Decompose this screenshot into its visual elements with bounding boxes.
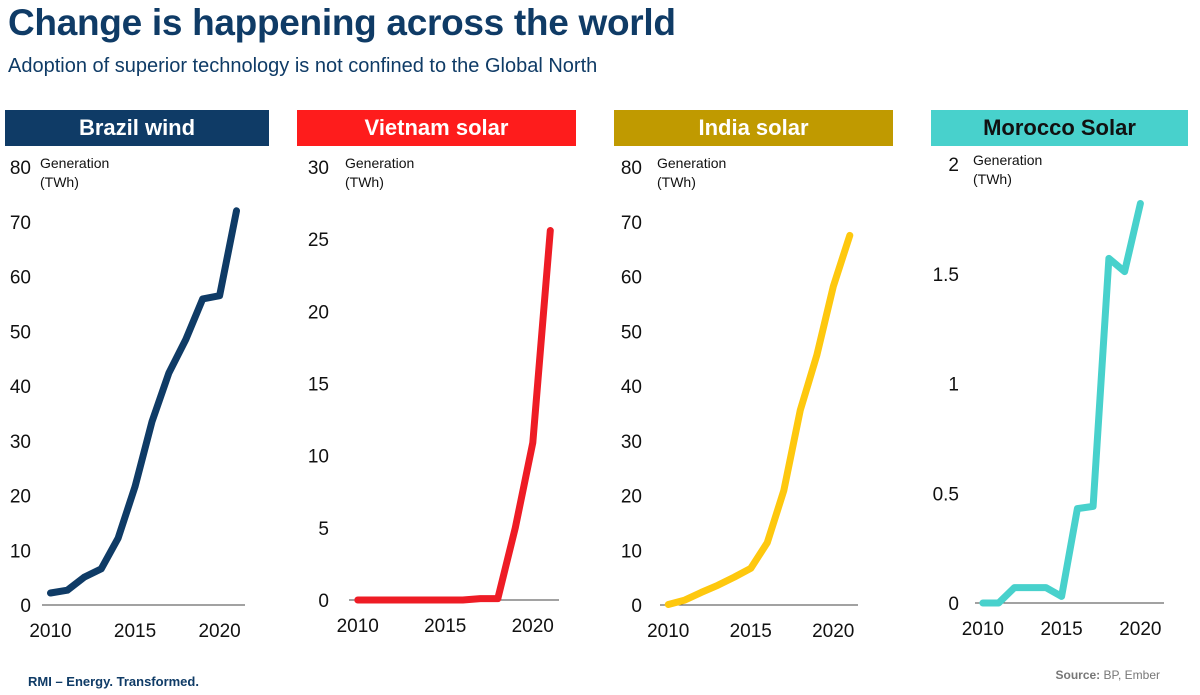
y-tick-label: 40 bbox=[10, 377, 31, 398]
y-axis-label: Generation bbox=[657, 155, 726, 171]
y-tick-label: 0 bbox=[318, 591, 329, 612]
x-tick-label: 2015 bbox=[730, 621, 772, 642]
y-tick-label: 30 bbox=[308, 158, 329, 179]
series-line bbox=[664, 231, 854, 608]
source-label: Source: bbox=[1055, 668, 1101, 682]
y-tick-label: 0 bbox=[948, 594, 959, 615]
x-tick-label: 2015 bbox=[114, 621, 156, 642]
y-tick-label: 20 bbox=[308, 302, 329, 323]
x-tick-label: 2015 bbox=[1040, 619, 1082, 640]
x-tick-label: 2020 bbox=[198, 621, 240, 642]
y-tick-label: 2 bbox=[948, 155, 959, 176]
x-tick-label: 2010 bbox=[962, 619, 1004, 640]
series-line bbox=[47, 207, 240, 597]
y-tick-label: 10 bbox=[308, 447, 329, 468]
chart-title-banner: India solar bbox=[614, 110, 893, 146]
x-tick-label: 2010 bbox=[337, 616, 379, 637]
y-tick-label: 10 bbox=[10, 541, 31, 562]
y-tick-label: 30 bbox=[10, 432, 31, 453]
y-tick-label: 80 bbox=[10, 158, 31, 179]
x-tick-label: 2020 bbox=[512, 616, 554, 637]
footer-source: Source: BP, Ember bbox=[1056, 668, 1161, 682]
chart-title-banner: Vietnam solar bbox=[297, 110, 576, 146]
y-axis-label: (TWh) bbox=[40, 174, 79, 190]
y-tick-label: 20 bbox=[10, 487, 31, 508]
y-tick-label: 60 bbox=[621, 268, 642, 289]
source-text: BP, Ember bbox=[1100, 668, 1160, 682]
x-tick-label: 2015 bbox=[424, 616, 466, 637]
y-tick-label: 50 bbox=[10, 322, 31, 343]
y-axis-label: (TWh) bbox=[657, 174, 696, 190]
y-tick-label: 10 bbox=[621, 541, 642, 562]
y-tick-label: 70 bbox=[621, 213, 642, 234]
chart-brazil-wind: 0 10 20 30 40 50 60 70 80 Generation (TWh) 2010 2015… bbox=[10, 155, 245, 642]
chart-morocco-solar: 0 0.5 1 1.5 2 Generation (TWh) 2010 2015 2020 bbox=[933, 152, 1164, 640]
page-subtitle: Adoption of superior technology is not c… bbox=[8, 55, 598, 77]
page-title: Change is happening across the world bbox=[8, 2, 676, 43]
y-tick-label: 1.5 bbox=[933, 265, 959, 286]
y-tick-label: 5 bbox=[318, 519, 329, 540]
y-tick-label: 40 bbox=[621, 377, 642, 398]
y-tick-label: 25 bbox=[308, 230, 329, 251]
chart-india-solar: 0 10 20 30 40 50 60 70 80 Generation (TWh) 2010 2015… bbox=[621, 155, 858, 642]
x-tick-label: 2010 bbox=[647, 621, 689, 642]
chart-panel-morocco-solar: Morocco Solar 0 0.5 1 1.5 2 Generation (TWh) 20… bbox=[931, 110, 1200, 655]
series-line bbox=[979, 200, 1144, 607]
chart-title-banner: Morocco Solar bbox=[931, 110, 1188, 146]
y-tick-label: 60 bbox=[10, 268, 31, 289]
y-tick-label: 15 bbox=[308, 375, 329, 396]
y-tick-label: 20 bbox=[621, 487, 642, 508]
y-axis-label: Generation bbox=[40, 155, 109, 171]
y-tick-label: 0 bbox=[20, 596, 31, 617]
y-tick-label: 50 bbox=[621, 322, 642, 343]
x-tick-label: 2020 bbox=[812, 621, 854, 642]
y-axis-label: (TWh) bbox=[345, 174, 384, 190]
y-tick-label: 70 bbox=[10, 213, 31, 234]
chart-panel-brazil-wind: Brazil wind 0 10 20 30 40 50 60 70 80 Generation (… bbox=[5, 110, 285, 655]
y-tick-label: 1 bbox=[948, 375, 959, 396]
y-tick-label: 80 bbox=[621, 158, 642, 179]
series-line bbox=[354, 227, 554, 604]
chart-panel-vietnam-solar: Vietnam solar 0 5 10 15 20 25 30 Generation (TWh… bbox=[297, 110, 577, 655]
chart-title-banner: Brazil wind bbox=[5, 110, 269, 146]
x-tick-label: 2010 bbox=[29, 621, 71, 642]
y-axis-label: Generation bbox=[345, 155, 414, 171]
y-tick-label: 0 bbox=[631, 596, 642, 617]
y-axis-label: (TWh) bbox=[973, 171, 1012, 187]
y-tick-label: 0.5 bbox=[933, 484, 959, 505]
chart-vietnam-solar: 0 5 10 15 20 25 30 Generation (TWh) 2010 2015 2020 bbox=[308, 155, 559, 637]
x-tick-label: 2020 bbox=[1119, 619, 1161, 640]
y-axis-label: Generation bbox=[973, 152, 1042, 168]
chart-panel-india-solar: India solar 0 10 20 30 40 50 60 70 80 Generation (… bbox=[614, 110, 894, 655]
footer-brand: RMI – Energy. Transformed. bbox=[28, 674, 199, 689]
y-tick-label: 30 bbox=[621, 432, 642, 453]
